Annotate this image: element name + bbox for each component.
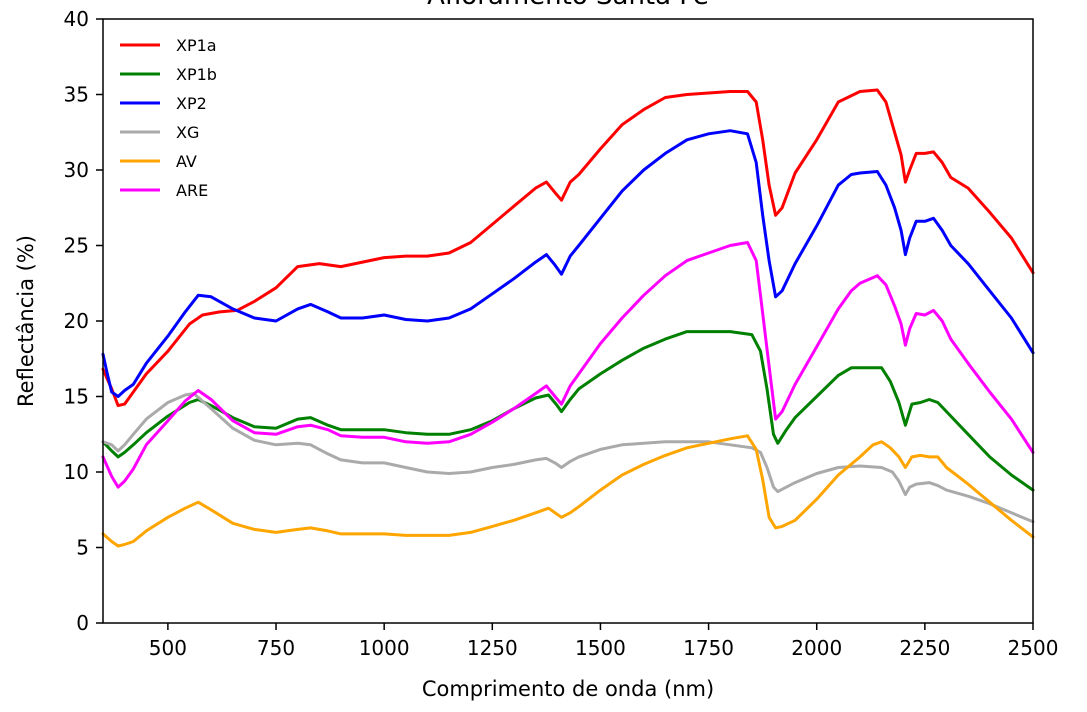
y-axis-label: Reflectância (%): [14, 235, 38, 407]
y-tick-label: 0: [76, 611, 89, 635]
series-line-xp1b: [101, 330, 1035, 492]
legend-label-av: AV: [176, 152, 197, 171]
x-tick-label: 2000: [791, 636, 842, 660]
series-line-xp2: [101, 129, 1035, 398]
x-tick-label: 2250: [899, 636, 950, 660]
legend-label-xp1b: XP1b: [176, 65, 217, 84]
x-tick-label: 1250: [467, 636, 518, 660]
legend-label-are: ARE: [176, 181, 208, 200]
x-tick-label: 1750: [683, 636, 734, 660]
y-tick-label: 5: [76, 536, 89, 560]
y-tick-label: 15: [64, 385, 89, 409]
y-tick-label: 40: [64, 7, 89, 31]
legend-label-xg: XG: [176, 123, 199, 142]
y-tick-label: 20: [64, 309, 89, 333]
x-tick-label: 1000: [359, 636, 410, 660]
legend: XP1a XP1b XP2 XG AV ARE: [120, 36, 217, 200]
legend-label-xp1a: XP1a: [176, 36, 217, 55]
x-tick-label: 750: [257, 636, 295, 660]
series-line-are: [101, 241, 1035, 489]
legend-label-xp2: XP2: [176, 94, 207, 113]
y-tick-label: 10: [64, 460, 89, 484]
series-line-xp1a: [101, 88, 1035, 408]
y-tick-label: 35: [64, 83, 89, 107]
plot-frame: [102, 18, 1034, 624]
chart-title: Afloramento Santa Fé: [427, 0, 709, 11]
y-tick-label: 30: [64, 158, 89, 182]
ticks-layer: 500 750 1000 1250 1500 1750 2000 2250 2500 0 5 10 15…: [64, 7, 1059, 660]
series-line-av: [101, 434, 1035, 548]
series-layer: [101, 88, 1035, 548]
y-tick-label: 25: [64, 234, 89, 258]
x-tick-label: 500: [149, 636, 187, 660]
x-axis-label: Comprimento de onda (nm): [422, 677, 714, 701]
x-tick-label: 2500: [1008, 636, 1059, 660]
series-line-xg: [101, 392, 1035, 524]
x-tick-label: 1500: [575, 636, 626, 660]
